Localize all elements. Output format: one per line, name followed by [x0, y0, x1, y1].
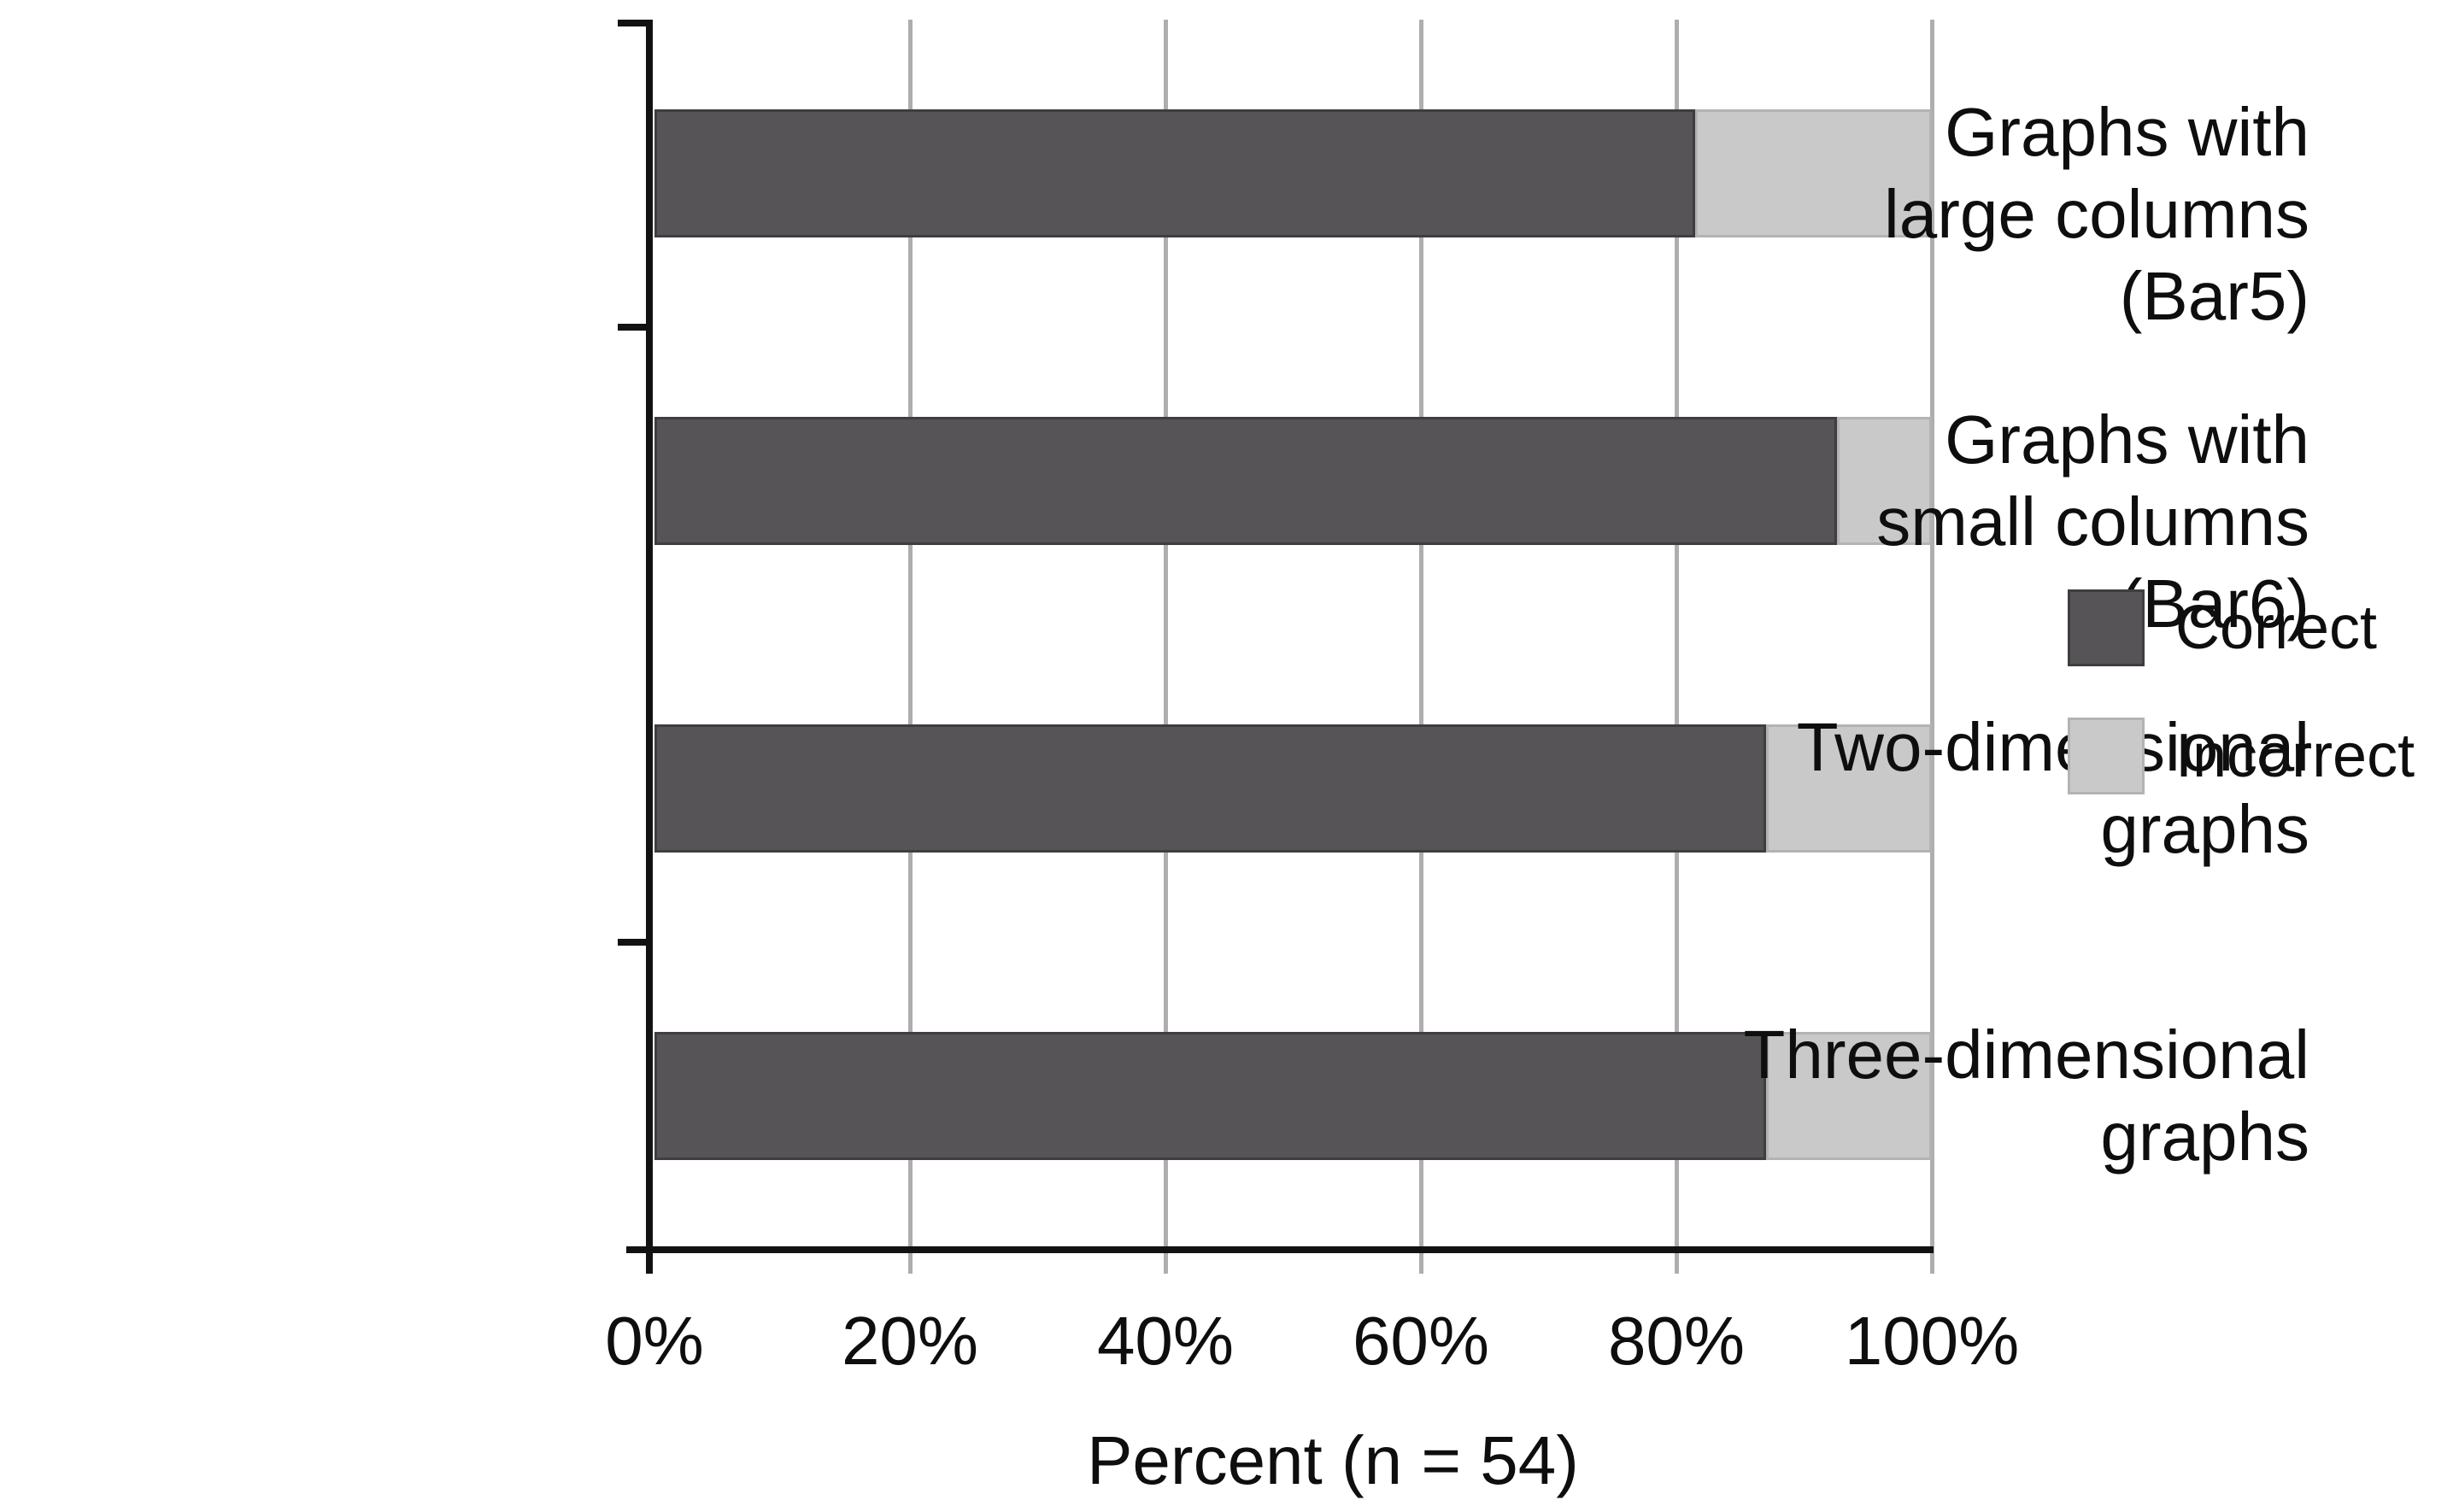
category-label-line: (Bar5)	[2119, 258, 2309, 334]
x-tick-label-100: 100%	[1844, 1303, 2020, 1379]
category-label-line: Two-dimensional	[1796, 709, 2309, 785]
x-axis-line	[626, 1246, 1934, 1253]
bar-segment-correct	[654, 109, 1696, 237]
category-label-line: graphs	[2100, 791, 2309, 867]
category-label-line: small columns	[1876, 483, 2309, 560]
category-label: Graphs with large columns (Bar5)	[1884, 91, 2309, 337]
category-label-line: Three-dimensional	[1743, 1017, 2309, 1093]
legend-entry-correct: Correct	[2068, 589, 2377, 666]
category-label: Two-dimensional graphs	[1797, 706, 2309, 870]
bar-segment-incorrect	[1695, 109, 1932, 237]
category-label-line: graphs	[2100, 1099, 2309, 1175]
x-tick-label-80: 80%	[1607, 1303, 1746, 1379]
gridline-100	[1930, 20, 1934, 1274]
x-tick-label-60: 60%	[1352, 1303, 1490, 1379]
legend-label: Incorrect	[2175, 722, 2415, 790]
bar-segment-incorrect	[1837, 417, 1932, 545]
bar-segment-correct	[654, 417, 1838, 545]
y-axis-line	[646, 20, 653, 1274]
y-axis-tick	[618, 324, 646, 331]
category-label-line: large columns	[1883, 176, 2309, 252]
category-label-line: Graphs with	[1945, 401, 2309, 478]
x-tick-label-40: 40%	[1096, 1303, 1235, 1379]
x-tick-label-0: 0%	[605, 1303, 704, 1379]
y-axis-tick	[618, 939, 646, 946]
y-axis-tick	[618, 20, 646, 26]
x-tick-label-20: 20%	[841, 1303, 979, 1379]
category-label-line: (Bar6)	[2119, 566, 2309, 642]
category-label: Three-dimensional graphs	[1743, 1014, 2309, 1178]
gridline-80	[1675, 20, 1679, 1274]
legend-entry-incorrect: Incorrect	[2068, 718, 2415, 794]
bar-segment-correct	[654, 724, 1766, 853]
bar-segment-incorrect	[1765, 1032, 1932, 1160]
x-axis-title: Percent (n = 54)	[1087, 1422, 1579, 1498]
category-label: Graphs with small columns (Bar6)	[1876, 399, 2309, 645]
legend-swatch-correct	[2068, 589, 2145, 666]
category-label-line: Graphs with	[1945, 94, 2309, 170]
legend-label: Correct	[2175, 594, 2378, 662]
bar-segment-incorrect	[1765, 724, 1932, 853]
gridline-40	[1164, 20, 1168, 1274]
legend-swatch-incorrect	[2068, 718, 2145, 794]
gridline-20	[908, 20, 913, 1274]
gridline-60	[1419, 20, 1423, 1274]
bar-segment-correct	[654, 1032, 1766, 1160]
